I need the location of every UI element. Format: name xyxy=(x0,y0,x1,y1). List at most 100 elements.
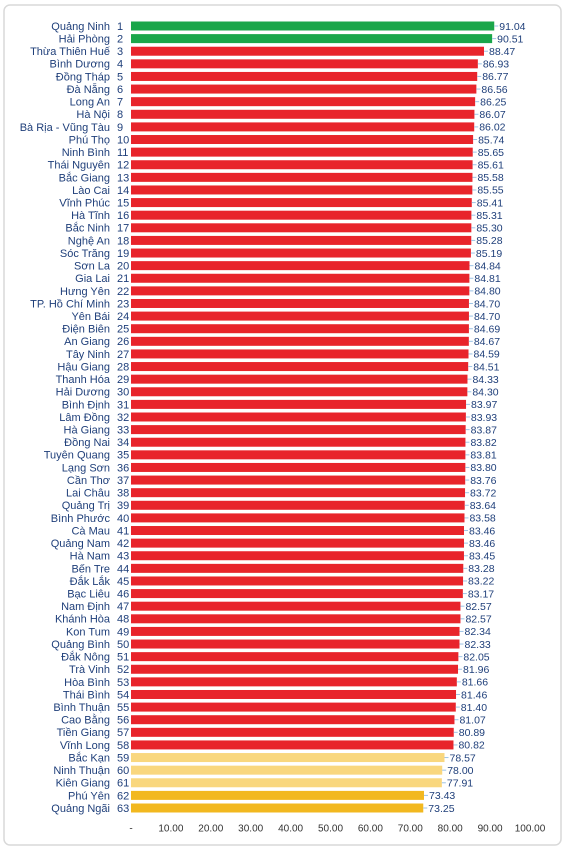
category-label: Bình Thuận xyxy=(53,702,110,714)
x-tick-label: 60.00 xyxy=(358,824,383,835)
rank-label: 8 xyxy=(117,109,123,121)
value-label: 82.05 xyxy=(463,651,489,663)
bar xyxy=(131,412,466,422)
category-label: Bắc Giang xyxy=(59,171,110,184)
value-label: 83.58 xyxy=(469,513,495,525)
category-label: Đồng Tháp xyxy=(56,71,110,83)
category-label: Đắk Lắk xyxy=(70,575,111,588)
rank-label: 28 xyxy=(117,361,129,373)
value-label: 83.93 xyxy=(471,412,497,424)
x-tick-label: 40.00 xyxy=(278,824,303,835)
rank-label: 49 xyxy=(117,626,129,638)
value-label: 84.67 xyxy=(474,336,500,348)
category-label: Bến Tre xyxy=(71,563,110,575)
bar xyxy=(131,399,467,409)
value-label: 86.77 xyxy=(482,71,508,83)
rank-label: 43 xyxy=(117,551,129,563)
bar xyxy=(131,803,424,813)
rank-label: 48 xyxy=(117,614,129,626)
value-label: 83.46 xyxy=(469,525,495,537)
value-label: 83.64 xyxy=(470,500,496,512)
value-label: 84.84 xyxy=(475,260,501,272)
bar xyxy=(131,727,454,737)
category-label: Hậu Giang xyxy=(57,361,110,373)
value-label: 83.97 xyxy=(471,399,497,411)
bar xyxy=(131,71,478,81)
category-label: Khánh Hòa xyxy=(55,614,111,626)
x-tick-label: 10.00 xyxy=(158,824,183,835)
category-label: Ninh Bình xyxy=(62,147,110,159)
value-label: 85.74 xyxy=(478,134,504,146)
rank-label: 20 xyxy=(117,261,129,273)
value-label: 90.51 xyxy=(497,33,523,45)
rank-label: 54 xyxy=(117,689,129,701)
bar xyxy=(131,450,466,460)
value-label: 78.00 xyxy=(447,765,473,777)
bar xyxy=(131,248,471,258)
value-label: 78.57 xyxy=(449,752,475,764)
category-label: Cần Thơ xyxy=(67,475,110,487)
value-label: 80.82 xyxy=(458,740,484,752)
rank-label: 9 xyxy=(117,122,123,134)
bar xyxy=(131,765,443,775)
rank-label: 5 xyxy=(117,71,123,83)
category-label: Phú Thọ xyxy=(69,134,110,146)
bar xyxy=(131,336,469,346)
category-label: Tuyên Quang xyxy=(44,450,110,462)
value-label: 83.82 xyxy=(470,437,496,449)
rank-label: 53 xyxy=(117,677,129,689)
bar xyxy=(131,664,459,674)
bar xyxy=(131,626,460,636)
bar xyxy=(131,488,466,498)
value-label: 82.57 xyxy=(465,614,491,626)
x-tick-label: 20.00 xyxy=(198,824,223,835)
value-label: 73.43 xyxy=(429,790,455,802)
category-label: Quảng Ngãi xyxy=(51,803,110,815)
rank-label: 52 xyxy=(117,664,129,676)
value-label: 86.07 xyxy=(479,109,505,121)
bar xyxy=(131,753,445,763)
value-label: 83.22 xyxy=(468,576,494,588)
value-label: 84.30 xyxy=(472,387,498,399)
bar xyxy=(131,311,469,321)
category-label: Điện Biên xyxy=(62,324,110,336)
category-label: Ninh Thuận xyxy=(53,765,110,777)
value-label: 80.89 xyxy=(459,727,485,739)
category-label: Long An xyxy=(70,97,110,109)
category-label: Đồng Nai xyxy=(64,437,110,449)
category-label: Hà Nam xyxy=(70,551,110,563)
x-tick-label: 100.00 xyxy=(515,824,546,835)
bar xyxy=(131,601,461,611)
rank-label: 41 xyxy=(117,525,129,537)
rank-label: 3 xyxy=(117,46,123,58)
value-label: 81.96 xyxy=(463,664,489,676)
bar xyxy=(131,185,473,195)
rank-label: 50 xyxy=(117,639,129,651)
value-label: 83.80 xyxy=(470,462,496,474)
value-label: 73.25 xyxy=(428,803,454,815)
value-label: 84.80 xyxy=(474,286,500,298)
bar xyxy=(131,273,470,283)
category-label: Quảng Nam xyxy=(51,538,110,550)
rank-label: 47 xyxy=(117,601,129,613)
rank-label: 21 xyxy=(117,273,129,285)
category-label: Bắc Ninh xyxy=(65,222,110,235)
value-label: 83.76 xyxy=(470,475,496,487)
value-label: 83.87 xyxy=(471,424,497,436)
bar xyxy=(131,614,461,624)
value-label: 85.55 xyxy=(477,185,503,197)
rank-label: 17 xyxy=(117,223,129,235)
rank-label: 42 xyxy=(117,538,129,550)
x-tick-label: 90.00 xyxy=(478,824,503,835)
bar xyxy=(131,198,472,208)
rank-label: 14 xyxy=(117,185,129,197)
category-label: Bà Rịa - Vũng Tàu xyxy=(20,122,110,134)
rank-label: 31 xyxy=(117,399,129,411)
bar xyxy=(131,223,472,233)
rank-label: 30 xyxy=(117,387,129,399)
bar xyxy=(131,46,484,56)
rank-label: 2 xyxy=(117,34,123,46)
category-label: Hà Tĩnh xyxy=(71,210,110,222)
bar xyxy=(131,551,464,561)
